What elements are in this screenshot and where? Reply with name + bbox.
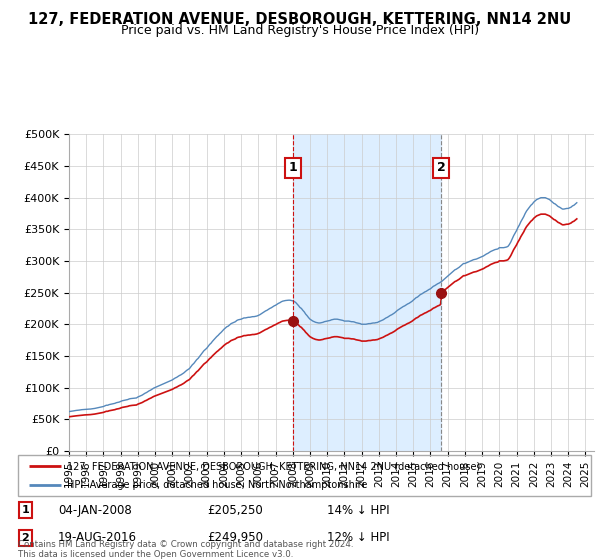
Text: HPI: Average price, detached house, North Northamptonshire: HPI: Average price, detached house, Nort…	[67, 480, 367, 489]
Text: 1: 1	[22, 505, 29, 515]
Text: 04-JAN-2008: 04-JAN-2008	[58, 503, 132, 517]
Bar	[293, 134, 442, 451]
Text: 127, FEDERATION AVENUE, DESBOROUGH, KETTERING, NN14 2NU (detached house): 127, FEDERATION AVENUE, DESBOROUGH, KETT…	[67, 461, 480, 471]
Text: £205,250: £205,250	[207, 503, 263, 517]
Text: 2: 2	[22, 533, 29, 543]
Text: Price paid vs. HM Land Registry's House Price Index (HPI): Price paid vs. HM Land Registry's House …	[121, 24, 479, 36]
Text: 127, FEDERATION AVENUE, DESBOROUGH, KETTERING, NN14 2NU: 127, FEDERATION AVENUE, DESBOROUGH, KETT…	[28, 12, 572, 27]
Text: £249,950: £249,950	[207, 531, 263, 544]
Text: Contains HM Land Registry data © Crown copyright and database right 2024.
This d: Contains HM Land Registry data © Crown c…	[18, 540, 353, 559]
Text: 19-AUG-2016: 19-AUG-2016	[58, 531, 137, 544]
Text: 14% ↓ HPI: 14% ↓ HPI	[328, 503, 390, 517]
Text: 2: 2	[437, 161, 446, 174]
Text: 1: 1	[289, 161, 298, 174]
Text: 12% ↓ HPI: 12% ↓ HPI	[328, 531, 390, 544]
